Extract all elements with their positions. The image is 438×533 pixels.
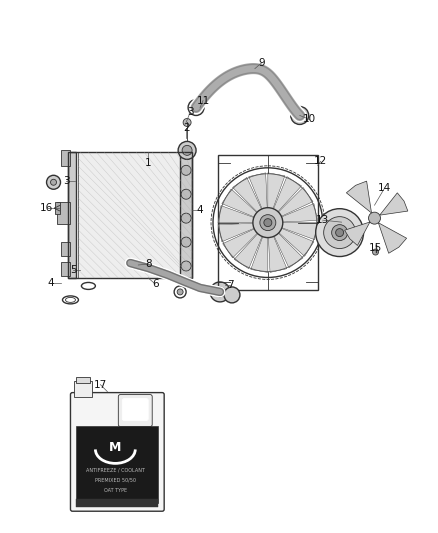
Bar xyxy=(74,381,92,397)
Text: 7: 7 xyxy=(226,280,233,290)
Polygon shape xyxy=(277,227,314,256)
Text: 9: 9 xyxy=(258,58,265,68)
FancyBboxPatch shape xyxy=(122,399,148,421)
Polygon shape xyxy=(222,189,259,218)
Circle shape xyxy=(181,165,191,175)
Polygon shape xyxy=(223,228,259,258)
Circle shape xyxy=(291,107,309,124)
Circle shape xyxy=(181,237,191,247)
Text: PREMIXED 50/50: PREMIXED 50/50 xyxy=(95,478,136,483)
Circle shape xyxy=(210,282,230,302)
Circle shape xyxy=(50,179,57,185)
Polygon shape xyxy=(345,222,370,246)
Bar xyxy=(77,377,90,383)
Circle shape xyxy=(296,111,304,119)
Polygon shape xyxy=(218,206,257,223)
Text: 13: 13 xyxy=(316,215,329,225)
Text: 1: 1 xyxy=(145,158,152,168)
Text: 3: 3 xyxy=(187,108,194,117)
Circle shape xyxy=(332,224,348,240)
Circle shape xyxy=(324,216,356,248)
Bar xyxy=(54,202,60,214)
Circle shape xyxy=(224,287,240,303)
Text: 4: 4 xyxy=(197,205,203,215)
Text: ANTIFREEZE / COOLANT: ANTIFREEZE / COOLANT xyxy=(86,468,145,473)
Polygon shape xyxy=(273,231,303,268)
Text: 12: 12 xyxy=(314,156,327,166)
Polygon shape xyxy=(276,188,313,217)
Polygon shape xyxy=(268,173,285,212)
Bar xyxy=(57,202,71,224)
Text: 14: 14 xyxy=(378,183,391,193)
Circle shape xyxy=(181,213,191,223)
Bar xyxy=(218,155,318,290)
Text: 16: 16 xyxy=(40,203,53,213)
Text: OAT TYPE: OAT TYPE xyxy=(104,488,127,493)
Text: 2: 2 xyxy=(183,124,189,133)
Circle shape xyxy=(181,261,191,271)
Bar xyxy=(68,152,192,278)
Polygon shape xyxy=(251,234,268,272)
Text: 4: 4 xyxy=(47,278,54,288)
FancyBboxPatch shape xyxy=(118,394,152,426)
Bar xyxy=(68,152,77,278)
Circle shape xyxy=(183,118,191,126)
Circle shape xyxy=(181,189,191,199)
Bar xyxy=(60,150,71,166)
Circle shape xyxy=(46,175,60,189)
Text: M: M xyxy=(109,441,121,454)
Polygon shape xyxy=(279,223,318,240)
FancyBboxPatch shape xyxy=(71,393,164,511)
Text: 5: 5 xyxy=(70,265,77,275)
Circle shape xyxy=(336,229,343,237)
Polygon shape xyxy=(378,223,406,253)
Circle shape xyxy=(368,212,381,224)
Circle shape xyxy=(260,215,276,231)
Text: 17: 17 xyxy=(94,379,107,390)
Polygon shape xyxy=(346,181,371,213)
Text: 10: 10 xyxy=(303,115,316,125)
Circle shape xyxy=(188,100,204,116)
Circle shape xyxy=(372,249,378,255)
Polygon shape xyxy=(233,177,263,214)
Text: 6: 6 xyxy=(152,279,159,289)
Circle shape xyxy=(192,103,200,111)
Circle shape xyxy=(215,287,225,297)
Polygon shape xyxy=(218,223,257,241)
Polygon shape xyxy=(279,204,318,222)
Polygon shape xyxy=(249,173,267,212)
Polygon shape xyxy=(234,231,263,269)
Circle shape xyxy=(182,146,192,155)
Bar xyxy=(60,262,71,276)
Polygon shape xyxy=(380,193,408,215)
Circle shape xyxy=(253,208,283,238)
Text: 11: 11 xyxy=(196,95,210,106)
Bar xyxy=(180,152,192,278)
Circle shape xyxy=(316,209,364,256)
Polygon shape xyxy=(268,233,287,272)
Text: 8: 8 xyxy=(145,259,152,269)
Circle shape xyxy=(264,219,272,227)
Polygon shape xyxy=(272,176,301,214)
Text: 3: 3 xyxy=(63,176,70,186)
Text: 15: 15 xyxy=(369,243,382,253)
Circle shape xyxy=(178,141,196,159)
Bar xyxy=(77,499,158,507)
Bar xyxy=(77,426,158,503)
Circle shape xyxy=(177,289,183,295)
Bar xyxy=(60,242,71,256)
Bar xyxy=(78,152,192,278)
